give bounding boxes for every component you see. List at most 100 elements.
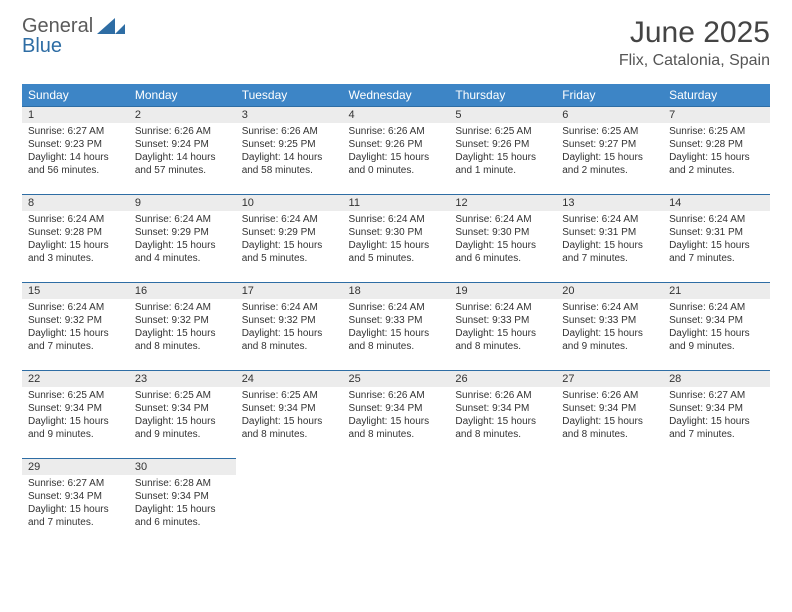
sunrise-text: Sunrise: 6:27 AM — [28, 125, 123, 138]
day-number: 26 — [449, 370, 556, 387]
sunset-text: Sunset: 9:34 PM — [28, 490, 123, 503]
calendar-cell: 10Sunrise: 6:24 AMSunset: 9:29 PMDayligh… — [236, 194, 343, 282]
day-body: Sunrise: 6:24 AMSunset: 9:31 PMDaylight:… — [663, 211, 770, 271]
day-number: 16 — [129, 282, 236, 299]
sunrise-text: Sunrise: 6:25 AM — [455, 125, 550, 138]
sunrise-text: Sunrise: 6:24 AM — [28, 301, 123, 314]
sunset-text: Sunset: 9:25 PM — [242, 138, 337, 151]
calendar-cell: 6Sunrise: 6:25 AMSunset: 9:27 PMDaylight… — [556, 106, 663, 194]
calendar-cell: 12Sunrise: 6:24 AMSunset: 9:30 PMDayligh… — [449, 194, 556, 282]
day-body: Sunrise: 6:26 AMSunset: 9:26 PMDaylight:… — [343, 123, 450, 183]
calendar-cell: 29 Sunrise: 6:27 AMSunset: 9:34 PMDayligh… — [22, 458, 129, 546]
calendar-cell: 14Sunrise: 6:24 AMSunset: 9:31 PMDayligh… — [663, 194, 770, 282]
title-block: June 2025 Flix, Catalonia, Spain — [619, 16, 770, 70]
day-number: 6 — [556, 106, 663, 123]
sunrise-text: Sunrise: 6:26 AM — [135, 125, 230, 138]
daylight-text: Daylight: 15 hours and 8 minutes. — [135, 327, 230, 353]
sunrise-text: Sunrise: 6:24 AM — [242, 301, 337, 314]
daylight-text: Daylight: 15 hours and 7 minutes. — [669, 415, 764, 441]
sunrise-text: Sunrise: 6:24 AM — [562, 301, 657, 314]
day-number: 1 — [22, 106, 129, 123]
day-body: Sunrise: 6:24 AMSunset: 9:30 PMDaylight:… — [343, 211, 450, 271]
calendar-cell — [449, 458, 556, 546]
daylight-text: Daylight: 15 hours and 0 minutes. — [349, 151, 444, 177]
sunrise-text: Sunrise: 6:24 AM — [349, 301, 444, 314]
calendar-cell: 26Sunrise: 6:26 AMSunset: 9:34 PMDayligh… — [449, 370, 556, 458]
calendar-row: 29Sunrise: 6:27 AMSunset: 9:34 PMDayligh… — [22, 458, 770, 546]
weekday-header: Wednesday — [343, 84, 450, 106]
swoosh-icon — [97, 18, 125, 41]
day-body: Sunrise: 6:28 AMSunset: 9:34 PMDaylight:… — [129, 475, 236, 535]
day-number: 22 — [22, 370, 129, 387]
calendar-cell: 13Sunrise: 6:24 AMSunset: 9:31 PMDayligh… — [556, 194, 663, 282]
daylight-text: Daylight: 15 hours and 8 minutes. — [562, 415, 657, 441]
sunrise-text: Sunrise: 6:24 AM — [349, 213, 444, 226]
daylight-text: Daylight: 15 hours and 9 minutes. — [28, 415, 123, 441]
calendar-cell: 23Sunrise: 6:25 AMSunset: 9:34 PMDayligh… — [129, 370, 236, 458]
day-body: Sunrise: 6:25 AMSunset: 9:34 PMDaylight:… — [236, 387, 343, 447]
sunrise-text: Sunrise: 6:27 AM — [28, 477, 123, 490]
day-number: 20 — [556, 282, 663, 299]
day-body: Sunrise: 6:24 AMSunset: 9:32 PMDaylight:… — [236, 299, 343, 359]
daylight-text: Daylight: 15 hours and 6 minutes. — [135, 503, 230, 529]
calendar-cell: 30Sunrise: 6:28 AMSunset: 9:34 PMDayligh… — [129, 458, 236, 546]
day-number: 25 — [343, 370, 450, 387]
sunset-text: Sunset: 9:29 PM — [242, 226, 337, 239]
sunset-text: Sunset: 9:30 PM — [349, 226, 444, 239]
daylight-text: Daylight: 15 hours and 7 minutes. — [669, 239, 764, 265]
sunset-text: Sunset: 9:34 PM — [349, 402, 444, 415]
day-number: 7 — [663, 106, 770, 123]
sunset-text: Sunset: 9:34 PM — [135, 402, 230, 415]
calendar-cell — [343, 458, 450, 546]
calendar-cell: 1Sunrise: 6:27 AMSunset: 9:23 PMDaylight… — [22, 106, 129, 194]
day-body: Sunrise: 6:24 AMSunset: 9:31 PMDaylight:… — [556, 211, 663, 271]
day-body: Sunrise: 6:24 AMSunset: 9:29 PMDaylight:… — [129, 211, 236, 271]
day-number: 19 — [449, 282, 556, 299]
day-body: Sunrise: 6:26 AMSunset: 9:34 PMDaylight:… — [449, 387, 556, 447]
day-number: 29 — [22, 458, 129, 475]
daylight-text: Daylight: 15 hours and 9 minutes. — [562, 327, 657, 353]
day-number: 24 — [236, 370, 343, 387]
day-number: 18 — [343, 282, 450, 299]
sunrise-text: Sunrise: 6:25 AM — [562, 125, 657, 138]
day-number: 15 — [22, 282, 129, 299]
calendar-row: 8Sunrise: 6:24 AMSunset: 9:28 PMDaylight… — [22, 194, 770, 282]
daylight-text: Daylight: 15 hours and 5 minutes. — [349, 239, 444, 265]
calendar-cell: 3Sunrise: 6:26 AMSunset: 9:25 PMDaylight… — [236, 106, 343, 194]
page-header: General Blue June 2025 Flix, Catalonia, … — [22, 16, 770, 70]
calendar-cell: 24Sunrise: 6:25 AMSunset: 9:34 PMDayligh… — [236, 370, 343, 458]
day-body: Sunrise: 6:24 AMSunset: 9:32 PMDaylight:… — [129, 299, 236, 359]
day-body: Sunrise: 6:26 AMSunset: 9:24 PMDaylight:… — [129, 123, 236, 183]
calendar-cell: 19Sunrise: 6:24 AMSunset: 9:33 PMDayligh… — [449, 282, 556, 370]
daylight-text: Daylight: 15 hours and 5 minutes. — [242, 239, 337, 265]
sunset-text: Sunset: 9:33 PM — [349, 314, 444, 327]
brand-text: General Blue — [22, 16, 93, 56]
weekday-header: Tuesday — [236, 84, 343, 106]
daylight-text: Daylight: 15 hours and 7 minutes. — [28, 503, 123, 529]
day-number: 21 — [663, 282, 770, 299]
sunset-text: Sunset: 9:28 PM — [28, 226, 123, 239]
calendar-cell: 15Sunrise: 6:24 AMSunset: 9:32 PMDayligh… — [22, 282, 129, 370]
daylight-text: Daylight: 15 hours and 8 minutes. — [242, 327, 337, 353]
calendar-row: 15Sunrise: 6:24 AMSunset: 9:32 PMDayligh… — [22, 282, 770, 370]
day-number: 11 — [343, 194, 450, 211]
sunset-text: Sunset: 9:34 PM — [562, 402, 657, 415]
sunset-text: Sunset: 9:30 PM — [455, 226, 550, 239]
sunset-text: Sunset: 9:23 PM — [28, 138, 123, 151]
sunrise-text: Sunrise: 6:24 AM — [669, 301, 764, 314]
day-body: Sunrise: 6:26 AMSunset: 9:25 PMDaylight:… — [236, 123, 343, 183]
calendar-row: 22Sunrise: 6:25 AMSunset: 9:34 PMDayligh… — [22, 370, 770, 458]
day-body: Sunrise: 6:24 AMSunset: 9:32 PMDaylight:… — [22, 299, 129, 359]
calendar-cell: 27Sunrise: 6:26 AMSunset: 9:34 PMDayligh… — [556, 370, 663, 458]
day-body: Sunrise: 6:25 AMSunset: 9:26 PMDaylight:… — [449, 123, 556, 183]
calendar-cell: 9Sunrise: 6:24 AMSunset: 9:29 PMDaylight… — [129, 194, 236, 282]
day-body: Sunrise: 6:25 AMSunset: 9:34 PMDaylight:… — [129, 387, 236, 447]
sunrise-text: Sunrise: 6:26 AM — [349, 389, 444, 402]
sunrise-text: Sunrise: 6:25 AM — [28, 389, 123, 402]
day-body: Sunrise: 6:24 AMSunset: 9:30 PMDaylight:… — [449, 211, 556, 271]
daylight-text: Daylight: 15 hours and 7 minutes. — [562, 239, 657, 265]
sunrise-text: Sunrise: 6:24 AM — [455, 301, 550, 314]
calendar-cell — [236, 458, 343, 546]
weekday-header: Sunday — [22, 84, 129, 106]
calendar-cell: 25Sunrise: 6:26 AMSunset: 9:34 PMDayligh… — [343, 370, 450, 458]
